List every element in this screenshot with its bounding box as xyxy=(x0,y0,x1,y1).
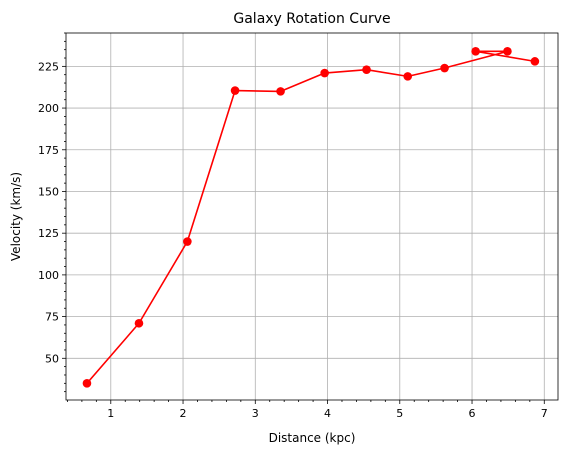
x-tick-label: 6 xyxy=(469,407,476,420)
data-point xyxy=(183,237,192,246)
y-tick-label: 100 xyxy=(38,269,59,282)
x-tick-label: 1 xyxy=(107,407,114,420)
y-tick-label: 75 xyxy=(45,311,59,324)
y-tick-label: 225 xyxy=(38,60,59,73)
data-point xyxy=(362,65,371,74)
chart-title: Galaxy Rotation Curve xyxy=(233,11,390,27)
plot-frame xyxy=(65,32,559,401)
data-point xyxy=(82,379,92,388)
series-line xyxy=(86,50,536,384)
x-axis-label: Distance (kpc) xyxy=(269,431,356,445)
y-tick-label: 175 xyxy=(38,144,59,157)
ticks: 1 2 3 4 5 6 7 50 75 100 125 150 175 200 225 xyxy=(38,32,548,420)
data-point xyxy=(276,87,285,96)
data-point xyxy=(134,318,144,328)
series-layer xyxy=(82,47,540,388)
grid xyxy=(66,33,558,400)
x-tick-label: 3 xyxy=(252,407,259,420)
y-axis-label: Velocity (km/s) xyxy=(9,172,23,261)
x-tick-label: 5 xyxy=(396,407,403,420)
data-point xyxy=(440,63,449,73)
y-tick-label: 200 xyxy=(38,102,59,115)
data-point xyxy=(403,72,413,81)
y-tick-label: 50 xyxy=(45,352,59,365)
data-point xyxy=(530,57,540,66)
y-tick-label: 125 xyxy=(38,227,59,240)
data-point xyxy=(320,68,329,78)
data-point xyxy=(503,47,512,56)
x-tick-label: 4 xyxy=(324,407,331,420)
data-point xyxy=(230,86,240,95)
data-point xyxy=(471,47,480,56)
x-tick-label: 2 xyxy=(180,407,187,420)
x-tick-label: 7 xyxy=(541,407,548,420)
y-tick-label: 150 xyxy=(38,185,59,198)
